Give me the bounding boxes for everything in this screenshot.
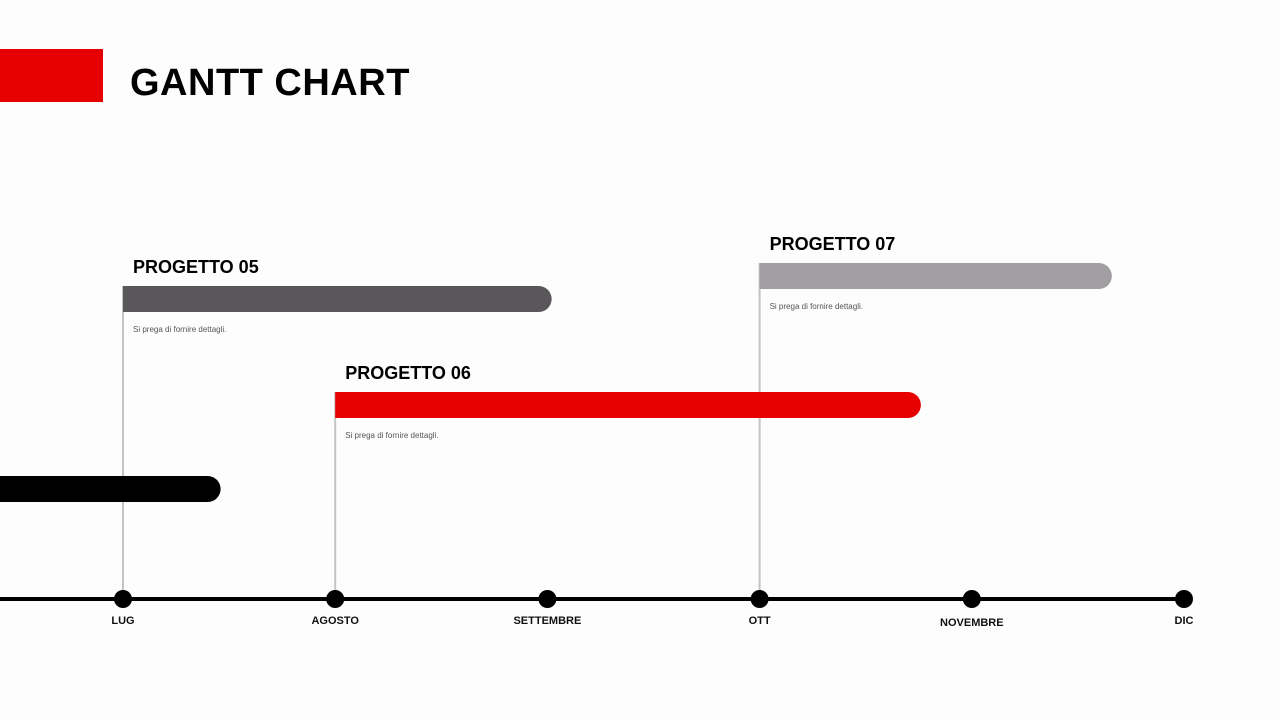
timeline-dot — [750, 590, 769, 608]
task-description: Si prega di fornire dettagli. — [133, 325, 226, 334]
timeline-dot — [114, 590, 132, 608]
task-bar — [123, 286, 552, 312]
month-label: NOVEMBRE — [940, 617, 1004, 629]
task-description: Si prega di fornire dettagli. — [345, 431, 438, 440]
page-title: GANTT CHART — [130, 62, 410, 104]
month-label: AGOSTO — [311, 615, 359, 627]
timeline-dot — [326, 590, 345, 608]
task-label: PROGETTO 05 — [133, 257, 259, 277]
month-label: LUG — [111, 615, 134, 627]
timeline-dot — [538, 590, 557, 608]
task-label: PROGETTO 06 — [345, 363, 471, 383]
month-label: SETTEMBRE — [513, 615, 581, 627]
task-bar — [0, 476, 221, 502]
task-label: PROGETTO 07 — [770, 234, 896, 254]
task-description: Si prega di fornire dettagli. — [770, 302, 863, 311]
month-label: OTT — [749, 615, 771, 627]
title-accent-block — [0, 49, 103, 102]
task-bar — [759, 263, 1112, 289]
timeline-dot — [962, 590, 981, 608]
task-bar — [335, 392, 921, 418]
month-label: DIC — [1175, 615, 1194, 627]
timeline-dot — [1175, 590, 1193, 608]
